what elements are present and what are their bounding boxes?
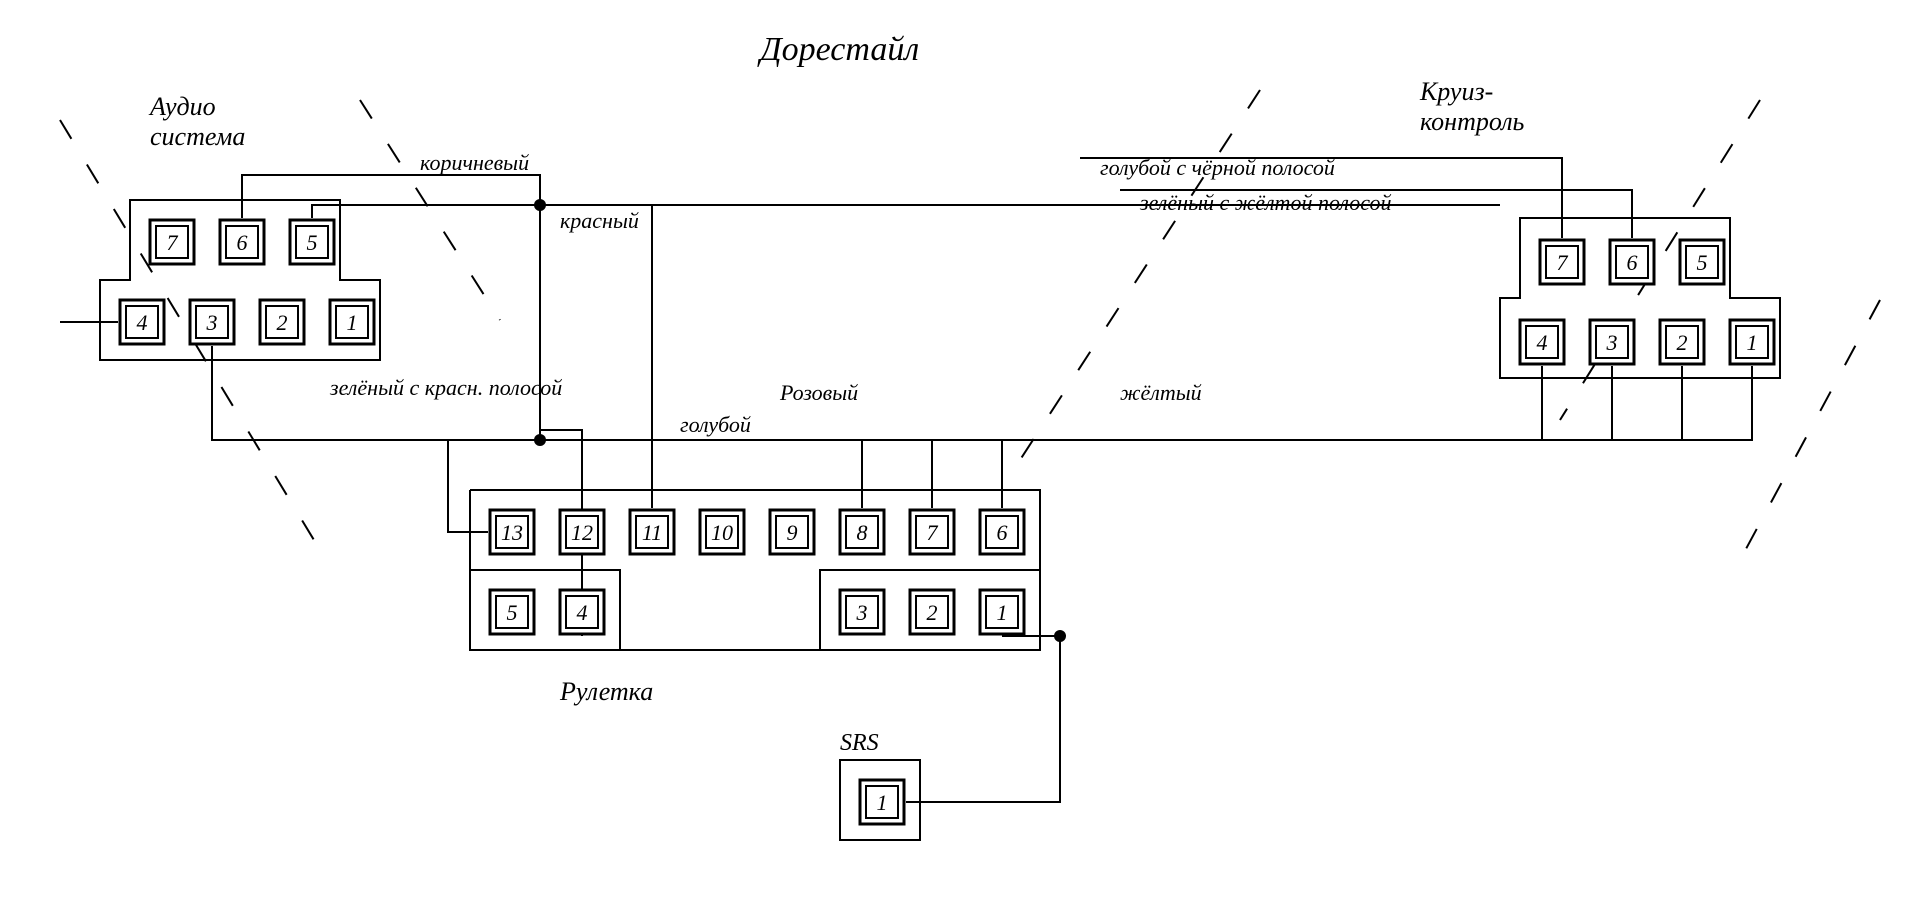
pin-label: 11 [642, 520, 662, 545]
pin-center-1: 1 [980, 590, 1024, 634]
pin-label: 3 [206, 310, 218, 335]
pin-cruise-7: 7 [1540, 240, 1584, 284]
pin-label: 7 [167, 230, 179, 255]
wire-yellow: жёлтый [1120, 380, 1202, 405]
pin-cruise-2: 2 [1660, 320, 1704, 364]
pin-label: 4 [137, 310, 148, 335]
label-audio: Аудиосистема [148, 92, 245, 151]
pin-center-12: 12 [560, 510, 604, 554]
pin-center-6: 6 [980, 510, 1024, 554]
pin-label: 10 [711, 520, 733, 545]
pin-label: 3 [1606, 330, 1618, 355]
pin-audio-1: 1 [330, 300, 374, 344]
wire-green-red: зелёный с красн. полосой [329, 375, 562, 400]
pin-label: 5 [1697, 250, 1708, 275]
pin-audio-6: 6 [220, 220, 264, 264]
pin-center-8: 8 [840, 510, 884, 554]
wire-blue: голубой [680, 412, 751, 437]
pin-center-10: 10 [700, 510, 744, 554]
pin-label: 1 [997, 600, 1008, 625]
pin-label: 8 [857, 520, 868, 545]
wiring-diagram: 76543217654321131211109876543211 Дореста… [0, 0, 1920, 902]
pin-label: 6 [997, 520, 1008, 545]
pin-label: 5 [307, 230, 318, 255]
pin-label: 4 [1537, 330, 1548, 355]
pin-label: 7 [927, 520, 939, 545]
pin-audio-7: 7 [150, 220, 194, 264]
pin-label: 5 [507, 600, 518, 625]
pin-center-11: 11 [630, 510, 674, 554]
pin-audio-4: 4 [120, 300, 164, 344]
pin-center-5: 5 [490, 590, 534, 634]
pin-audio-3: 3 [190, 300, 234, 344]
pin-label: 3 [856, 600, 868, 625]
pin-label: 6 [1627, 250, 1638, 275]
pin-label: 7 [1557, 250, 1569, 275]
pin-center-4: 4 [560, 590, 604, 634]
pin-center-7: 7 [910, 510, 954, 554]
pin-label: 2 [277, 310, 288, 335]
title: Дорестайл [757, 31, 919, 68]
pin-label: 1 [877, 790, 888, 815]
wire-red: красный [560, 208, 639, 233]
pins-group: 76543217654321131211109876543211 [120, 220, 1774, 824]
pin-audio-5: 5 [290, 220, 334, 264]
pin-label: 6 [237, 230, 248, 255]
label-srs: SRS [840, 730, 879, 756]
pin-label: 1 [347, 310, 358, 335]
label-center: Рулетка [559, 677, 653, 706]
wire-brown: коричневый [420, 150, 529, 175]
pin-label: 1 [1747, 330, 1758, 355]
pin-label: 12 [571, 520, 593, 545]
pin-cruise-4: 4 [1520, 320, 1564, 364]
wire-pink: Розовый [779, 380, 858, 405]
pin-label: 4 [577, 600, 588, 625]
pin-label: 13 [501, 520, 523, 545]
pin-cruise-1: 1 [1730, 320, 1774, 364]
label-cruise: Круиз-контроль [1419, 77, 1525, 136]
pin-label: 9 [787, 520, 798, 545]
pin-label: 2 [927, 600, 938, 625]
pin-center-13: 13 [490, 510, 534, 554]
pin-cruise-3: 3 [1590, 320, 1634, 364]
pin-audio-2: 2 [260, 300, 304, 344]
pin-cruise-6: 6 [1610, 240, 1654, 284]
wire-green-yellow: зелёный с жёлтой полосой [1139, 190, 1391, 215]
pin-cruise-5: 5 [1680, 240, 1724, 284]
pin-srs-1: 1 [860, 780, 904, 824]
wire-blue-black: голубой с чёрной полосой [1100, 155, 1335, 180]
pin-label: 2 [1677, 330, 1688, 355]
pin-center-9: 9 [770, 510, 814, 554]
pin-center-2: 2 [910, 590, 954, 634]
pin-center-3: 3 [840, 590, 884, 634]
